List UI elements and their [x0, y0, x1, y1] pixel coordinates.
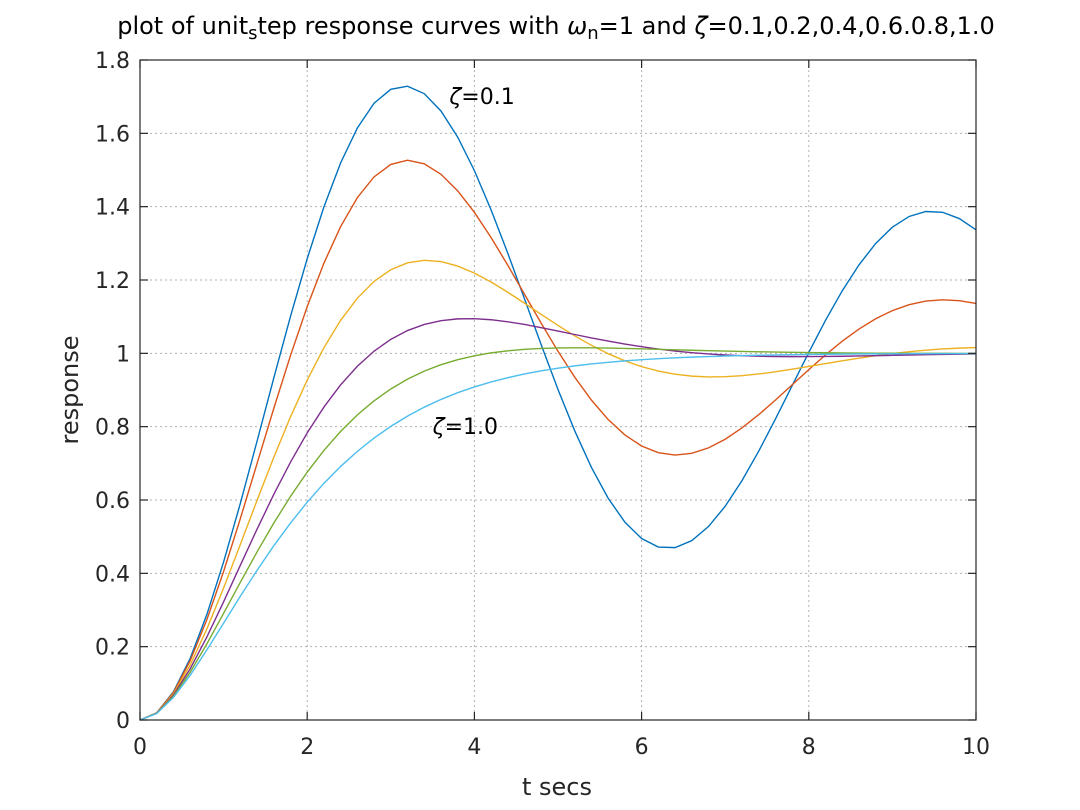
- x-tick-label: 8: [802, 735, 816, 760]
- x-tick-label: 6: [635, 735, 649, 760]
- title-segment: ζ: [693, 12, 709, 40]
- zeta-symbol: ζ: [448, 85, 462, 110]
- zeta-symbol: ζ: [432, 415, 446, 440]
- zeta-value: =0.1: [461, 85, 514, 110]
- series-line-zeta-0-6: [139, 317, 977, 721]
- y-tick-label: 1: [116, 342, 130, 367]
- y-tick-label: 1.6: [95, 122, 130, 147]
- series-lines: [139, 85, 977, 721]
- x-tick-label: 4: [467, 735, 481, 760]
- y-tick-label: 0.4: [95, 562, 130, 587]
- series-line-zeta-0-1: [139, 85, 977, 721]
- title-segment: =0.1,0.2,0.4,0.6.0.8,1.0: [708, 12, 995, 40]
- title-segment: =1 and: [599, 12, 695, 40]
- title-segment: n: [587, 23, 598, 44]
- grid: [140, 60, 976, 720]
- series-line-zeta-0-4: [139, 259, 977, 721]
- zeta-annotation: ζ=1.0: [432, 415, 498, 440]
- plot-frame: [139, 59, 977, 721]
- zeta-annotation: ζ=0.1: [448, 85, 514, 110]
- x-axis-label: t secs: [522, 773, 592, 801]
- y-tick-label: 0.6: [95, 489, 130, 514]
- y-tick-label: 0: [116, 709, 130, 734]
- title-segment: plot of unit: [117, 12, 248, 40]
- y-tick-label: 0.8: [95, 416, 130, 441]
- series-line-zeta-0-8: [139, 347, 977, 721]
- title-segment: tep response curves with: [258, 12, 568, 40]
- series-line-zeta-1: [139, 352, 977, 721]
- x-tick-label: 10: [962, 735, 990, 760]
- y-tick-label: 0.2: [95, 636, 130, 661]
- ticks: 0 2 4 6 8 10 0 0.2 0.4 0.6 0.8 1 1.2 1.4 1.6 1.8: [95, 49, 990, 760]
- y-axis-label: response: [56, 335, 84, 444]
- title-segment: ω: [567, 12, 587, 40]
- chart-title: plot of unitstep response curves with ωn…: [117, 12, 995, 44]
- series-line-zeta-0-2: [139, 159, 977, 721]
- y-tick-label: 1.8: [95, 49, 130, 74]
- x-tick-label: 0: [133, 735, 147, 760]
- annotations: ζ=0.1ζ=1.0: [432, 85, 515, 440]
- zeta-value: =1.0: [445, 415, 498, 440]
- watermark: 知乎 @HelloAnalog: [810, 749, 1052, 779]
- x-tick-label: 2: [300, 735, 314, 760]
- y-tick-label: 1.2: [95, 269, 130, 294]
- title-segment: s: [248, 23, 257, 44]
- y-tick-label: 1.4: [95, 196, 130, 221]
